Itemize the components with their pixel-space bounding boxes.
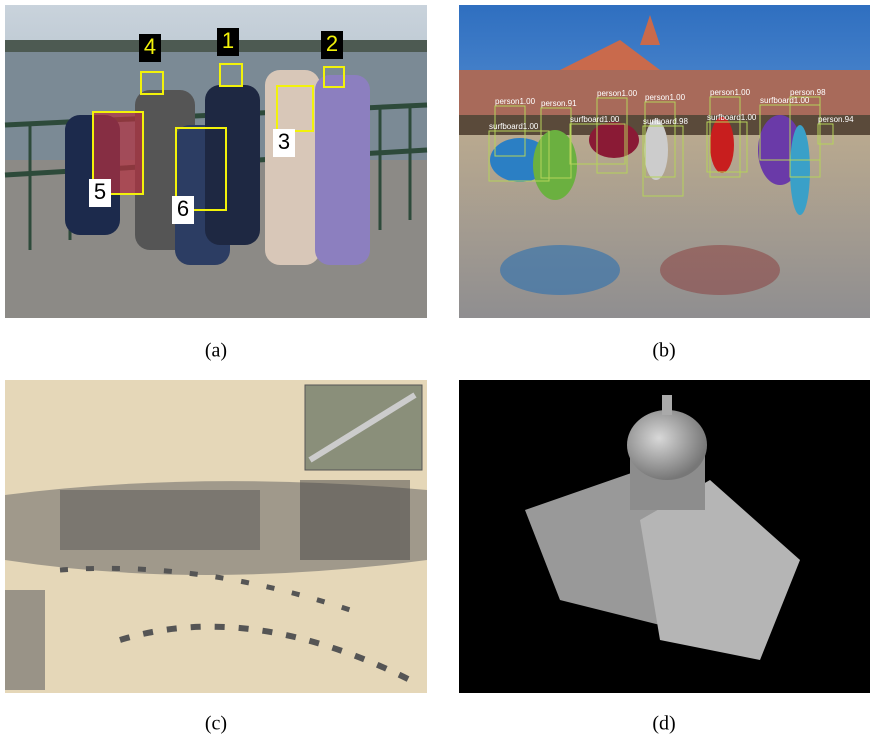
face-box bbox=[92, 111, 144, 195]
det-label: person1.00 bbox=[495, 97, 536, 106]
det-box bbox=[569, 123, 626, 165]
det-label: surfboard1.00 bbox=[707, 113, 757, 122]
face-box bbox=[219, 63, 243, 87]
det-label: surfboard1.00 bbox=[760, 96, 810, 105]
det-label: surfboard1.00 bbox=[489, 122, 539, 131]
box-label: 3 bbox=[278, 129, 290, 154]
det-label: person1.00 bbox=[645, 93, 686, 102]
det-box bbox=[488, 130, 550, 182]
box-label: 1 bbox=[222, 28, 234, 53]
det-box bbox=[817, 123, 834, 145]
box-label: 4 bbox=[144, 34, 156, 59]
label-bg bbox=[273, 129, 295, 157]
label-bg bbox=[172, 196, 194, 224]
detections: person1.00 person.91 person1.00 person1.00 p… bbox=[488, 88, 854, 197]
det-label: surfboard1.00 bbox=[570, 115, 620, 124]
label-bg bbox=[217, 28, 239, 56]
det-box bbox=[759, 104, 821, 161]
det-box bbox=[709, 96, 741, 178]
box-label: 6 bbox=[177, 196, 189, 221]
caption: (c) bbox=[205, 713, 227, 735]
det-box bbox=[596, 97, 628, 174]
label-bg bbox=[139, 34, 161, 62]
label-bg bbox=[89, 179, 111, 207]
det-box bbox=[644, 101, 676, 178]
box-label: 5 bbox=[94, 179, 106, 204]
face-box bbox=[140, 71, 164, 95]
label-bg bbox=[321, 31, 343, 59]
det-label: person.94 bbox=[818, 115, 854, 124]
caption: (a) bbox=[205, 340, 227, 362]
det-label: surfboard.98 bbox=[643, 117, 688, 126]
panel-a bbox=[4, 5, 428, 318]
panel-c bbox=[5, 380, 427, 693]
caption: (d) bbox=[652, 713, 675, 735]
panel-d bbox=[459, 380, 870, 693]
det-label: person1.00 bbox=[710, 88, 751, 97]
caption: (b) bbox=[652, 340, 675, 362]
panel-b bbox=[459, 5, 870, 318]
face-box bbox=[323, 66, 345, 88]
face-box bbox=[175, 127, 227, 211]
detections: 4 1 2 3 5 6 bbox=[89, 28, 345, 224]
det-label: person.91 bbox=[541, 99, 577, 108]
det-box bbox=[706, 121, 748, 173]
det-box bbox=[540, 107, 572, 179]
box-label: 2 bbox=[326, 31, 338, 56]
det-label: person.98 bbox=[790, 88, 826, 97]
det-box bbox=[642, 125, 684, 197]
det-label: person1.00 bbox=[597, 89, 638, 98]
